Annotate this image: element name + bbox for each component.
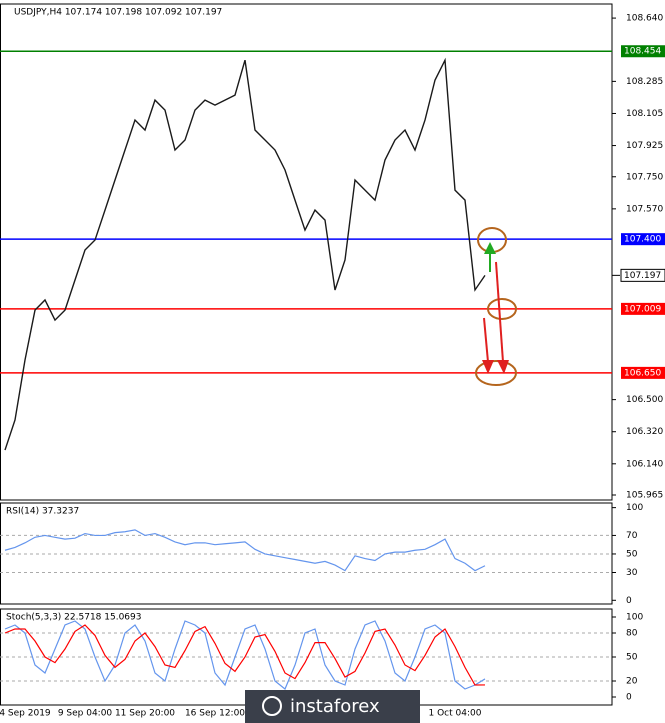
y-tick-label: 106.500: [626, 395, 663, 405]
panel-title: Stoch(5,3,3) 22.5718 15.0693: [6, 613, 141, 623]
y-tick-label: 108.285: [626, 77, 663, 87]
x-tick-label: 16 Sep 12:00: [185, 709, 245, 719]
series-line: [4, 57, 486, 451]
level-label-box: [621, 366, 665, 379]
y-tick-label: 80: [626, 629, 638, 639]
y-tick-label: 105.965: [626, 491, 663, 501]
logo: [262, 696, 282, 716]
series-line: [4, 529, 486, 572]
y-tick-label: 107.750: [626, 172, 663, 182]
watermark: instaforex: [290, 696, 380, 717]
x-tick-label: 4 Sep 2019: [0, 709, 51, 719]
panel-title: RSI(14) 37.3237: [6, 507, 79, 517]
watermark-box: [245, 690, 420, 723]
level-label-box: [621, 45, 665, 58]
y-tick-label: 50: [626, 653, 638, 663]
y-tick-label: 107.570: [626, 204, 663, 214]
y-tick-label: 30: [626, 568, 638, 578]
annotations: [475, 227, 517, 386]
y-tick-label: 108.105: [626, 109, 663, 119]
series-line: [4, 624, 486, 686]
arrow: [495, 261, 504, 363]
y-tick-label: 106.140: [626, 459, 663, 469]
level-label-box: [621, 302, 665, 315]
y-tick-label: 107.925: [626, 141, 663, 151]
last-price-label: 107.197: [624, 271, 661, 281]
arrow-head: [482, 360, 494, 374]
panel-title: USDJPY,H4 107.174 107.198 107.092 107.19…: [14, 8, 222, 18]
y-tick-label: 0: [626, 693, 632, 703]
series-line: [4, 620, 486, 690]
y-tick-label: 70: [626, 531, 638, 541]
circle: [487, 298, 517, 320]
level-label: 108.454: [624, 47, 661, 57]
arrow-head: [484, 242, 496, 254]
x-tick-label: 9 Sep 04:00: [58, 709, 113, 719]
y-tick-label: 108.640: [626, 14, 663, 24]
y-tick-label: 100: [626, 613, 643, 623]
y-tick-label: 106.320: [626, 427, 663, 437]
arrow-head: [497, 360, 509, 374]
y-tick-label: 100: [626, 503, 643, 513]
level-label: 106.650: [624, 368, 661, 378]
y-tick-label: 0: [626, 596, 632, 606]
y-tick-label: 50: [626, 549, 638, 559]
level-label-box: [621, 233, 665, 246]
level-label: 107.009: [624, 304, 661, 314]
level-label: 107.400: [624, 235, 661, 245]
x-tick-label: 1 Oct 04:00: [429, 709, 482, 719]
x-tick-label: 11 Sep 20:00: [115, 709, 175, 719]
last-price-box: [620, 268, 665, 282]
panel: [0, 3, 613, 501]
arrow: [483, 317, 489, 363]
y-tick-label: 20: [626, 677, 638, 687]
circle: [475, 360, 517, 386]
